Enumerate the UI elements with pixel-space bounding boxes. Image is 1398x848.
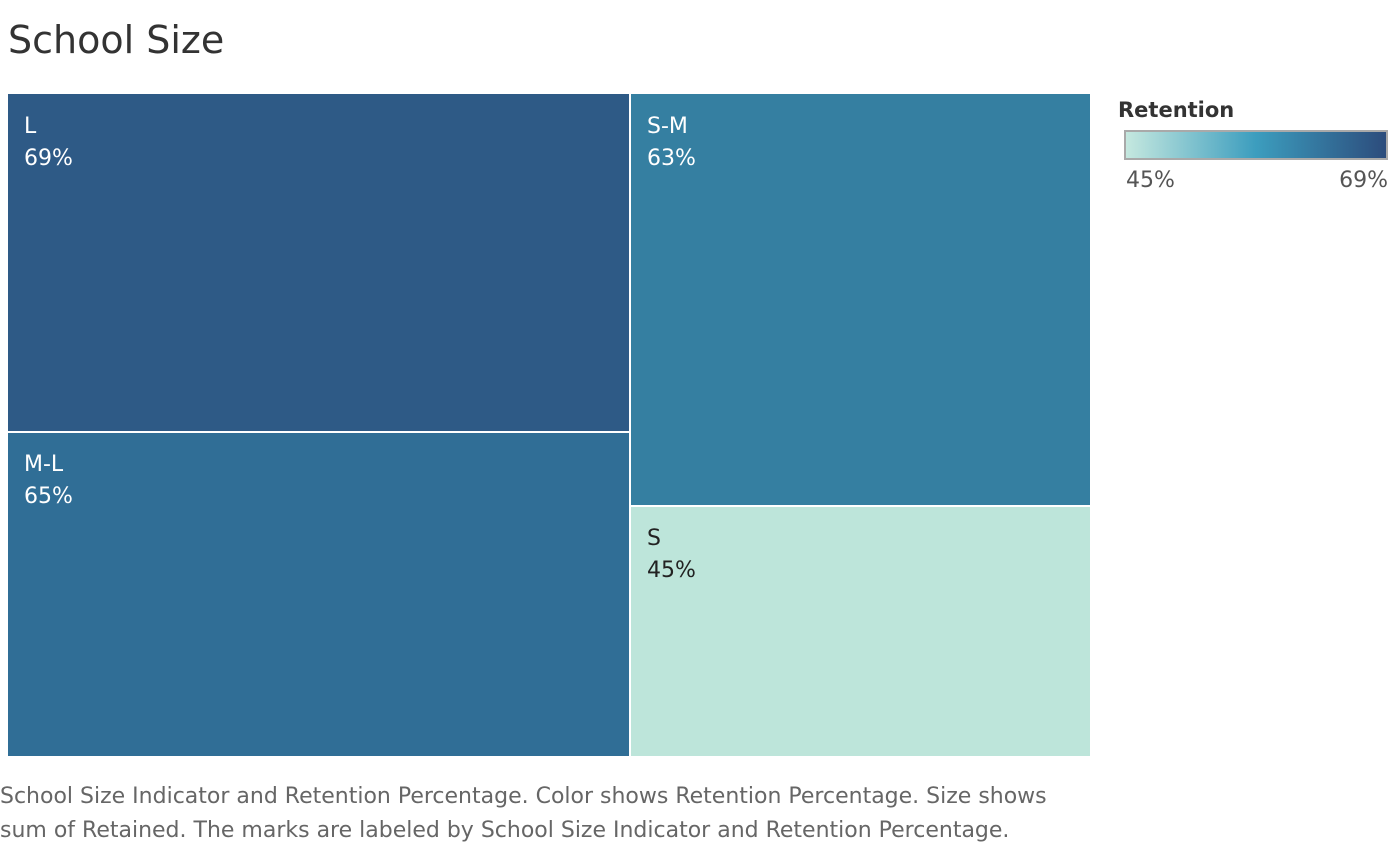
tile-s-m-value: 63% <box>647 146 696 171</box>
tile-l[interactable]: L 69% <box>8 94 629 431</box>
legend-min-label: 45% <box>1126 168 1175 193</box>
tile-s-value: 45% <box>647 558 696 583</box>
legend-gradient-bar <box>1124 130 1388 160</box>
tile-s-m[interactable]: S-M 63% <box>631 94 1090 505</box>
legend-max-label: 69% <box>1339 168 1388 193</box>
tile-s[interactable]: S 45% <box>631 507 1090 756</box>
legend-title: Retention <box>1118 98 1235 122</box>
tile-m-l-value: 65% <box>24 484 73 509</box>
chart-caption: School Size Indicator and Retention Perc… <box>0 784 1047 843</box>
tile-s-label: S <box>647 526 661 551</box>
tile-m-l-label: M-L <box>24 452 64 477</box>
treemap: L 69% M-L 65% S-M 63% S 45% <box>8 94 1090 756</box>
tile-l-value: 69% <box>24 146 73 171</box>
tile-l-label: L <box>24 114 37 139</box>
tile-s-m-label: S-M <box>647 114 688 139</box>
tile-m-l[interactable]: M-L 65% <box>8 433 629 756</box>
chart-title: School Size <box>8 18 225 62</box>
color-legend: Retention 45% 69% <box>1118 98 1390 193</box>
